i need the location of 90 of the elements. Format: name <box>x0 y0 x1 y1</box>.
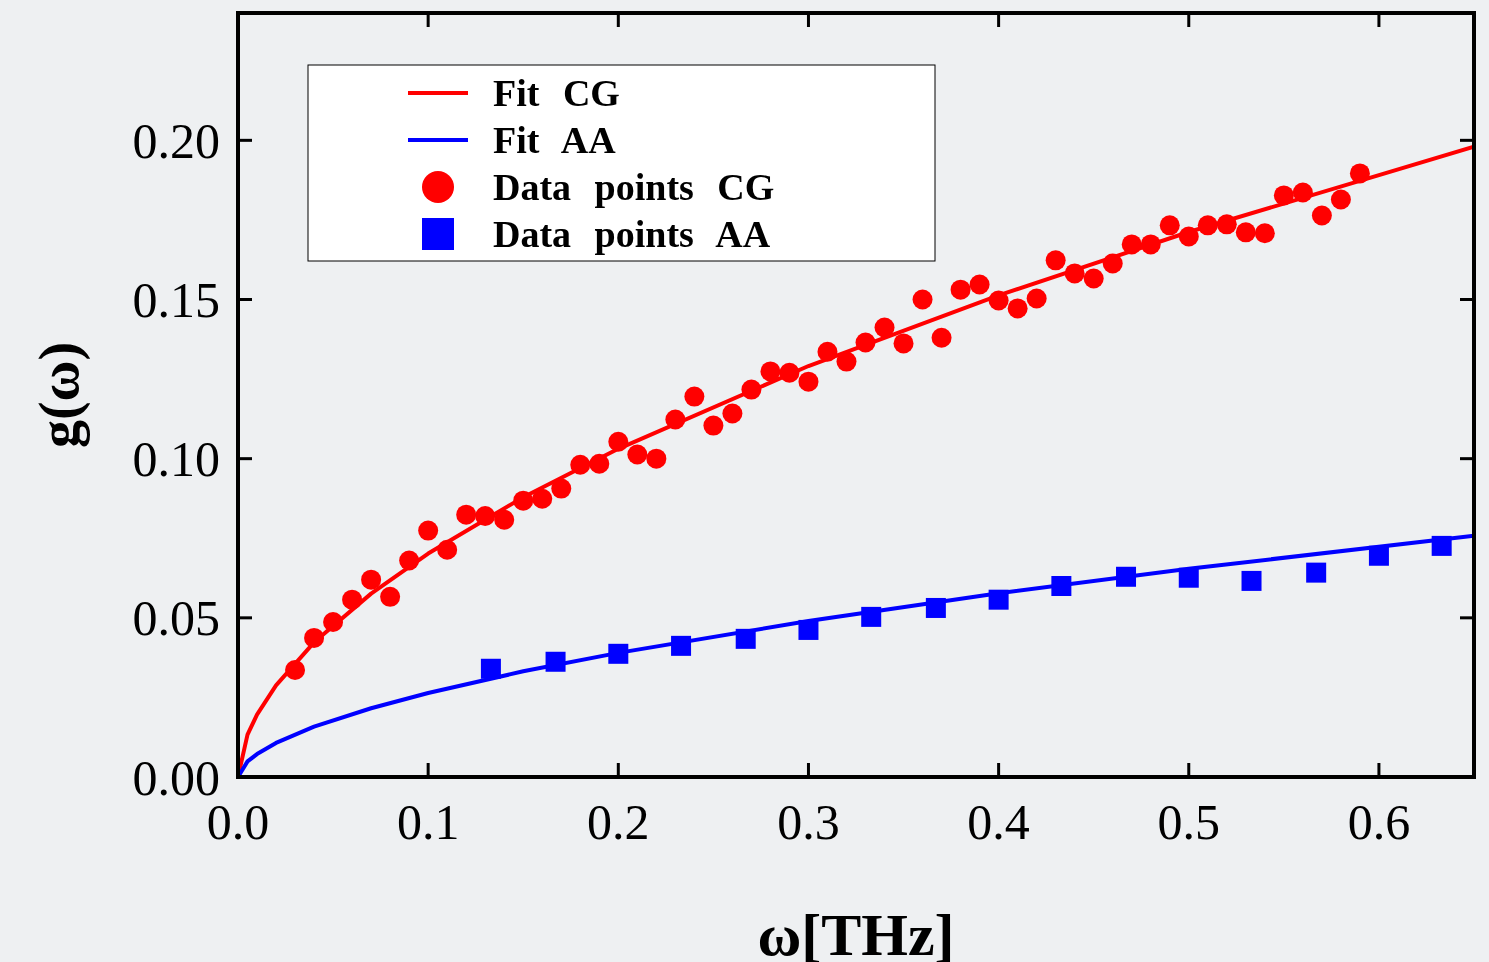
point <box>1121 234 1142 255</box>
point <box>418 520 439 541</box>
point <box>1140 234 1161 255</box>
point <box>456 504 477 525</box>
point <box>1045 250 1066 271</box>
y-tick-label: 0.15 <box>132 272 220 328</box>
point <box>532 488 553 509</box>
y-axis-title: g(ω) <box>28 341 91 449</box>
point <box>1159 215 1180 236</box>
line-series <box>238 533 1474 777</box>
point <box>589 453 610 474</box>
point <box>722 403 743 424</box>
point <box>912 289 933 310</box>
point <box>1330 189 1351 210</box>
point <box>545 651 566 672</box>
point <box>380 586 401 607</box>
point <box>798 619 819 640</box>
point <box>1178 226 1199 247</box>
point <box>323 611 344 632</box>
point <box>874 317 895 338</box>
point <box>1273 185 1294 206</box>
point <box>950 279 971 300</box>
point <box>798 371 819 392</box>
point <box>1007 298 1028 319</box>
point <box>475 505 496 526</box>
point <box>931 327 952 348</box>
point <box>855 332 876 353</box>
y-tick-label: 0.20 <box>132 112 220 169</box>
point <box>760 361 781 382</box>
x-tick-label: 0.6 <box>1347 794 1411 850</box>
point <box>437 539 458 560</box>
point <box>513 490 534 511</box>
point <box>608 643 629 664</box>
point <box>608 431 629 452</box>
legend-label: Data points AA <box>493 213 771 256</box>
point <box>1102 253 1123 274</box>
point <box>1254 223 1275 244</box>
legend-label: Data points CG <box>493 166 775 209</box>
point <box>836 351 857 372</box>
point <box>1178 567 1199 588</box>
y-tick-label: 0.00 <box>132 749 220 806</box>
point <box>361 569 382 590</box>
point <box>969 274 990 295</box>
point <box>1235 222 1256 243</box>
point <box>1083 268 1104 289</box>
point <box>988 589 1009 610</box>
point <box>1306 562 1327 583</box>
point <box>817 341 838 362</box>
point <box>1431 535 1452 556</box>
point <box>399 550 420 571</box>
point <box>684 386 705 407</box>
x-tick-label: 0.5 <box>1157 794 1221 850</box>
x-tick-label: 0.2 <box>587 794 650 850</box>
x-tick-label: 0.4 <box>967 794 1030 850</box>
point <box>665 409 686 430</box>
point <box>741 379 762 400</box>
point <box>1368 545 1389 566</box>
point <box>735 628 756 649</box>
point <box>646 448 667 469</box>
point <box>1197 215 1218 236</box>
point <box>893 333 914 354</box>
point <box>1292 182 1313 203</box>
point <box>779 362 800 383</box>
point <box>861 606 882 627</box>
point <box>1241 570 1262 591</box>
point <box>570 454 591 475</box>
legend-label: Fit CG <box>493 72 620 115</box>
x-tick-label: 0.1 <box>396 794 460 850</box>
point <box>1026 288 1047 309</box>
point <box>1051 576 1072 596</box>
point <box>342 589 363 610</box>
point <box>304 627 325 648</box>
point <box>1311 205 1332 226</box>
x-tick-label: 0.3 <box>777 794 840 850</box>
point <box>703 415 724 436</box>
point <box>988 290 1009 311</box>
point <box>1349 163 1370 184</box>
point <box>1064 263 1085 284</box>
point <box>480 658 501 679</box>
point <box>551 478 572 499</box>
point <box>671 635 692 656</box>
y-tick-label: 0.05 <box>132 590 220 647</box>
point <box>1216 214 1237 235</box>
point <box>627 444 648 465</box>
legend-label: Fit AA <box>493 119 617 162</box>
y-tick-label: 0.10 <box>132 431 220 488</box>
point <box>925 597 946 618</box>
point <box>285 660 306 681</box>
point <box>494 509 515 530</box>
point <box>1116 566 1137 587</box>
